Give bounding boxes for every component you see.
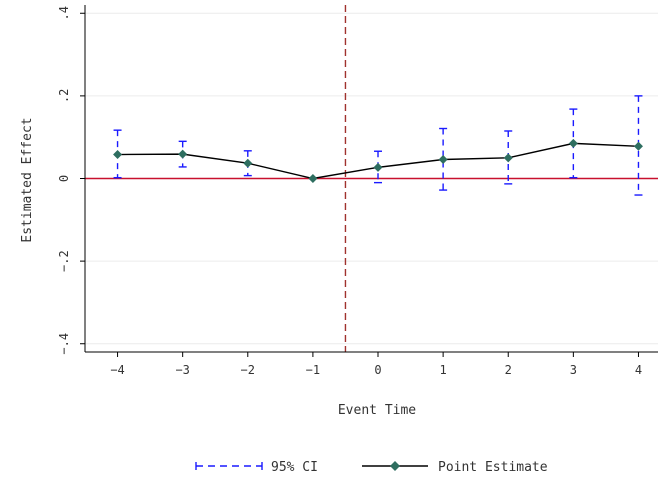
legend-ci-label: 95% CI: [271, 460, 318, 475]
point-estimate-line: [117, 142, 639, 180]
x-tick-label: 2: [505, 363, 512, 377]
gridlines: [85, 12, 658, 345]
x-tick-label: 1: [440, 363, 447, 377]
legend-point-swatch: [362, 461, 428, 471]
x-tick-label: 3: [570, 363, 577, 377]
point-estimate-marker: [178, 149, 188, 159]
x-axis-title: Event Time: [338, 403, 416, 418]
point-estimate-series: [113, 138, 643, 183]
point-estimate-marker: [243, 158, 253, 168]
x-tick-label: −2: [241, 363, 255, 377]
point-estimate-marker: [113, 150, 123, 160]
x-tick-label: 0: [374, 363, 381, 377]
y-tick-label: −.4: [57, 333, 71, 355]
legend-point-label: Point Estimate: [438, 460, 548, 475]
point-estimate-marker: [568, 138, 578, 148]
point-estimate-marker: [438, 154, 448, 164]
x-tick-label: −4: [110, 363, 124, 377]
legend-ci-swatch: [195, 462, 263, 470]
axes: −.4 −.2 0 .2 .4 −4 −3 −2 −1 0 1 2 3 4: [57, 5, 658, 377]
point-estimate-marker: [308, 174, 318, 183]
x-tick-label: 4: [635, 363, 642, 377]
point-estimate-marker: [633, 141, 643, 151]
reference-lines: [85, 5, 658, 352]
y-tick-label: 0: [57, 175, 71, 182]
y-axis-title: Estimated Effect: [20, 117, 35, 242]
y-tick-label: .4: [57, 6, 71, 20]
point-estimate-marker: [373, 162, 383, 172]
legend: 95% CI Point Estimate: [195, 460, 548, 475]
x-tick-label: −1: [306, 363, 320, 377]
point-estimate-marker: [503, 153, 513, 163]
y-tick-label: −.2: [57, 250, 71, 272]
x-tick-label: −3: [175, 363, 189, 377]
y-tick-label: .2: [57, 89, 71, 103]
